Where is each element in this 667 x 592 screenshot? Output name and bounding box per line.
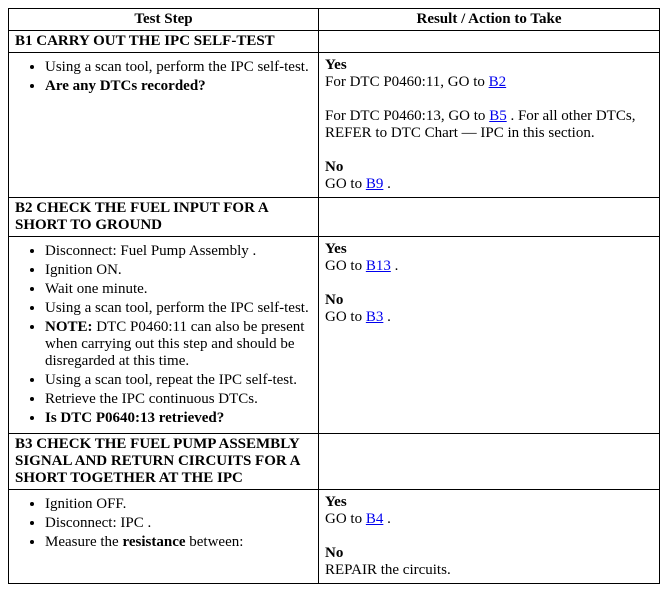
b1-title-empty bbox=[319, 31, 660, 53]
b3-yes-tail: . bbox=[383, 511, 391, 527]
b1-step1: Using a scan tool, perform the IPC self-… bbox=[45, 59, 314, 76]
b2-title: B2 CHECK THE FUEL INPUT FOR A SHORT TO G… bbox=[9, 198, 319, 237]
b1-question: Are any DTCs recorded? bbox=[45, 78, 314, 95]
b1-yes1-text: For DTC P0460:11, GO to bbox=[325, 74, 489, 90]
b1-title: B1 CARRY OUT THE IPC SELF-TEST bbox=[9, 31, 319, 53]
b2-step1: Disconnect: Fuel Pump Assembly . bbox=[45, 243, 314, 260]
b2-title-row: B2 CHECK THE FUEL INPUT FOR A SHORT TO G… bbox=[9, 198, 660, 237]
link-b5[interactable]: B5 bbox=[489, 108, 507, 124]
link-b3[interactable]: B3 bbox=[366, 309, 384, 325]
link-b4[interactable]: B4 bbox=[366, 511, 384, 527]
b2-step2: Ignition ON. bbox=[45, 262, 314, 279]
b2-no-label: No bbox=[325, 292, 343, 308]
b3-yes-label: Yes bbox=[325, 494, 347, 510]
b3-no-text: REPAIR the circuits. bbox=[325, 562, 451, 578]
b3-step2: Disconnect: IPC . bbox=[45, 515, 314, 532]
b3-no-label: No bbox=[325, 545, 343, 561]
b2-step7: Retrieve the IPC continuous DTCs. bbox=[45, 391, 314, 408]
b1-no-text: GO to bbox=[325, 176, 366, 192]
b1-no-label: No bbox=[325, 159, 343, 175]
link-b9[interactable]: B9 bbox=[366, 176, 384, 192]
b1-steps: Using a scan tool, perform the IPC self-… bbox=[9, 53, 319, 198]
b2-no-text: GO to bbox=[325, 309, 366, 325]
link-b13[interactable]: B13 bbox=[366, 258, 391, 274]
b1-title-row: B1 CARRY OUT THE IPC SELF-TEST bbox=[9, 31, 660, 53]
b2-question: Is DTC P0640:13 retrieved? bbox=[45, 410, 314, 427]
link-b2[interactable]: B2 bbox=[489, 74, 507, 90]
b2-title-empty bbox=[319, 198, 660, 237]
b2-step6: Using a scan tool, repeat the IPC self-t… bbox=[45, 372, 314, 389]
b3-step1: Ignition OFF. bbox=[45, 496, 314, 513]
b2-row: Disconnect: Fuel Pump Assembly . Ignitio… bbox=[9, 237, 660, 434]
b3-yes-text: GO to bbox=[325, 511, 366, 527]
header-row: Test Step Result / Action to Take bbox=[9, 9, 660, 31]
b1-row: Using a scan tool, perform the IPC self-… bbox=[9, 53, 660, 198]
b2-steps: Disconnect: Fuel Pump Assembly . Ignitio… bbox=[9, 237, 319, 434]
b1-yes2-text: For DTC P0460:13, GO to bbox=[325, 108, 489, 124]
b3-title-empty bbox=[319, 434, 660, 490]
b3-result: Yes GO to B4 . No REPAIR the circuits. bbox=[319, 490, 660, 584]
b2-step4: Using a scan tool, perform the IPC self-… bbox=[45, 300, 314, 317]
b2-no-tail: . bbox=[383, 309, 391, 325]
b3-title: B3 CHECK THE FUEL PUMP ASSEMBLY SIGNAL A… bbox=[9, 434, 319, 490]
b3-step3: Measure the resistance between: bbox=[45, 534, 314, 551]
b1-no-tail: . bbox=[383, 176, 391, 192]
b1-result: Yes For DTC P0460:11, GO to B2 For DTC P… bbox=[319, 53, 660, 198]
b2-yes-text: GO to bbox=[325, 258, 366, 274]
b3-steps: Ignition OFF. Disconnect: IPC . Measure … bbox=[9, 490, 319, 584]
header-result: Result / Action to Take bbox=[319, 9, 660, 31]
b2-step5: NOTE: DTC P0460:11 can also be present w… bbox=[45, 319, 314, 370]
b2-yes-label: Yes bbox=[325, 241, 347, 257]
b2-yes-tail: . bbox=[391, 258, 399, 274]
b1-yes-label: Yes bbox=[325, 57, 347, 73]
b3-row: Ignition OFF. Disconnect: IPC . Measure … bbox=[9, 490, 660, 584]
pinpoint-test-table: Test Step Result / Action to Take B1 CAR… bbox=[8, 8, 660, 584]
b2-step3: Wait one minute. bbox=[45, 281, 314, 298]
b3-title-row: B3 CHECK THE FUEL PUMP ASSEMBLY SIGNAL A… bbox=[9, 434, 660, 490]
header-test-step: Test Step bbox=[9, 9, 319, 31]
b2-result: Yes GO to B13 . No GO to B3 . bbox=[319, 237, 660, 434]
